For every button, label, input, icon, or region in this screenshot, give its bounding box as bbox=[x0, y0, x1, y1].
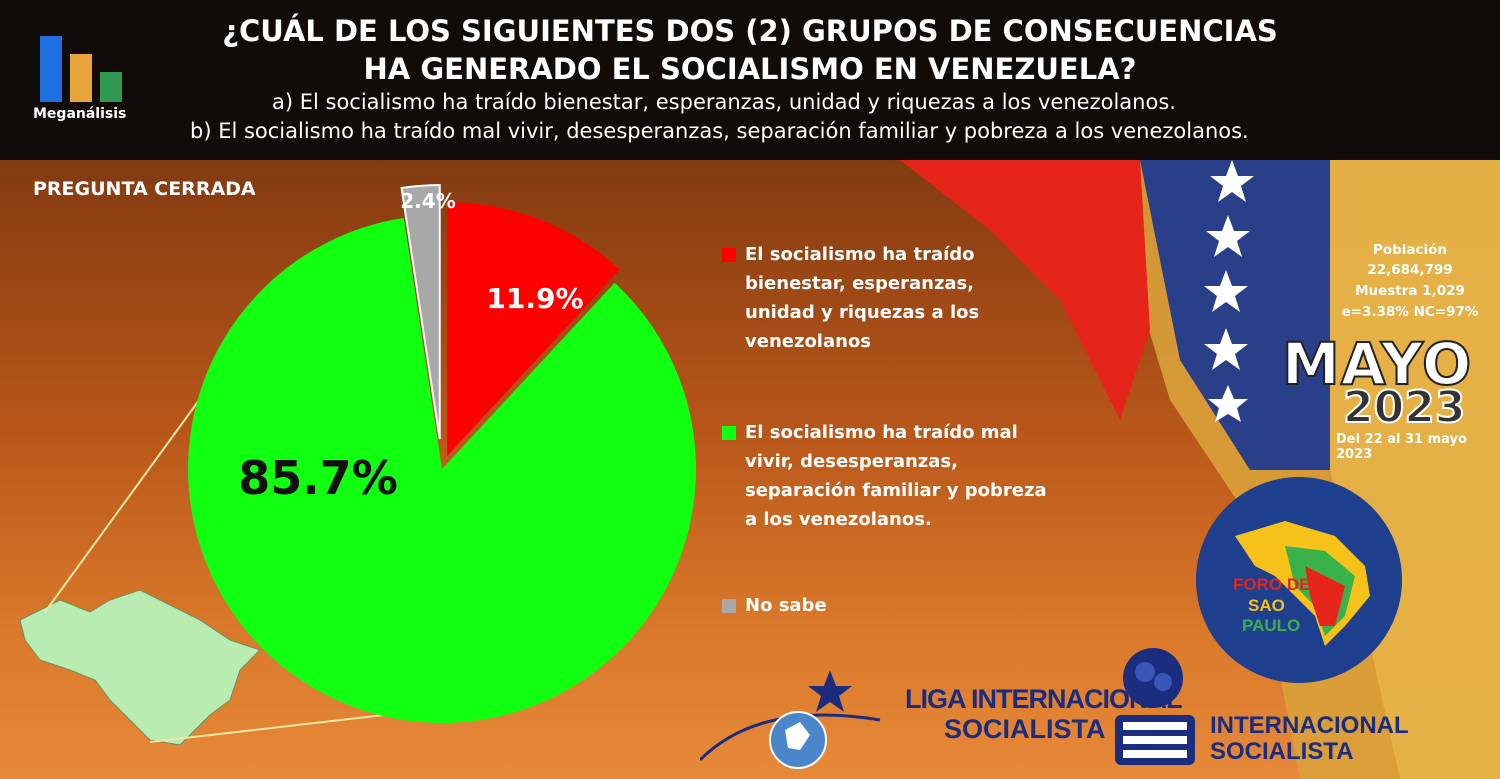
question-option-a: a) El socialismo ha traído bienestar, es… bbox=[272, 90, 1176, 114]
venezuela-map bbox=[19, 589, 261, 746]
brand-name: Meganálisis bbox=[33, 106, 127, 122]
pie-label-no-sabe: 2.4% bbox=[400, 189, 455, 213]
logo-bar-orange bbox=[70, 54, 92, 102]
error-margin: e=3.38% NC=97% bbox=[1341, 304, 1479, 320]
foro-text-line2: SAO bbox=[1248, 596, 1285, 615]
legend-label-mal-vivir: El socialismo ha traído mal vivir, deses… bbox=[745, 422, 1047, 530]
legend-swatch-red bbox=[722, 248, 736, 262]
survey-year: 2023 bbox=[1342, 381, 1466, 434]
pie-label-mal-vivir: 85.7% bbox=[238, 451, 398, 505]
flag-stars bbox=[1204, 160, 1254, 422]
pie-slice-bienestar bbox=[447, 201, 620, 456]
question-option-b: b) El socialismo ha traído mal vivir, de… bbox=[190, 119, 1249, 143]
question-type: PREGUNTA CERRADA bbox=[33, 178, 256, 200]
rose-fist-logo bbox=[1115, 648, 1195, 765]
question-title-line1: ¿CUÁL DE LOS SIGUIENTES DOS (2) GRUPOS D… bbox=[222, 14, 1278, 48]
poblacion-label: Población bbox=[1372, 242, 1448, 258]
foro-text-line1: FORO DE bbox=[1233, 575, 1311, 594]
legend-swatch-green bbox=[722, 426, 736, 440]
pie-slice-mal-vivir bbox=[187, 217, 696, 723]
legend-label-bienestar: El socialismo ha traído bienestar, esper… bbox=[745, 244, 980, 352]
survey-dates: Del 22 al 31 mayo 2023 bbox=[1336, 432, 1467, 462]
pie-slice-no-sabe bbox=[400, 184, 441, 440]
inter-text-line1: INTERNACIONAL bbox=[1210, 712, 1409, 739]
header bbox=[0, 0, 1500, 160]
poblacion-value: 22,684,799 bbox=[1367, 262, 1453, 278]
pie-label-bienestar: 11.9% bbox=[486, 282, 583, 315]
liga-globe-logo bbox=[700, 670, 881, 769]
question-title-line2: HA GENERADO EL SOCIALISMO EN VENEZUELA? bbox=[363, 52, 1137, 86]
inter-text-line2: SOCIALISTA bbox=[1210, 738, 1354, 765]
survey-month: MAYO bbox=[1281, 329, 1473, 399]
liga-text-line2: SOCIALISTA bbox=[944, 714, 1106, 744]
logo-bar-green bbox=[100, 72, 122, 102]
legend-label-no-sabe: No sabe bbox=[745, 595, 827, 616]
muestra: Muestra 1,029 bbox=[1355, 283, 1465, 299]
foro-text-line3: PAULO bbox=[1242, 616, 1301, 635]
logo-bar-blue bbox=[40, 36, 62, 102]
foro-sao-paulo-logo bbox=[1196, 477, 1402, 683]
legend-swatch-gray bbox=[722, 599, 736, 613]
